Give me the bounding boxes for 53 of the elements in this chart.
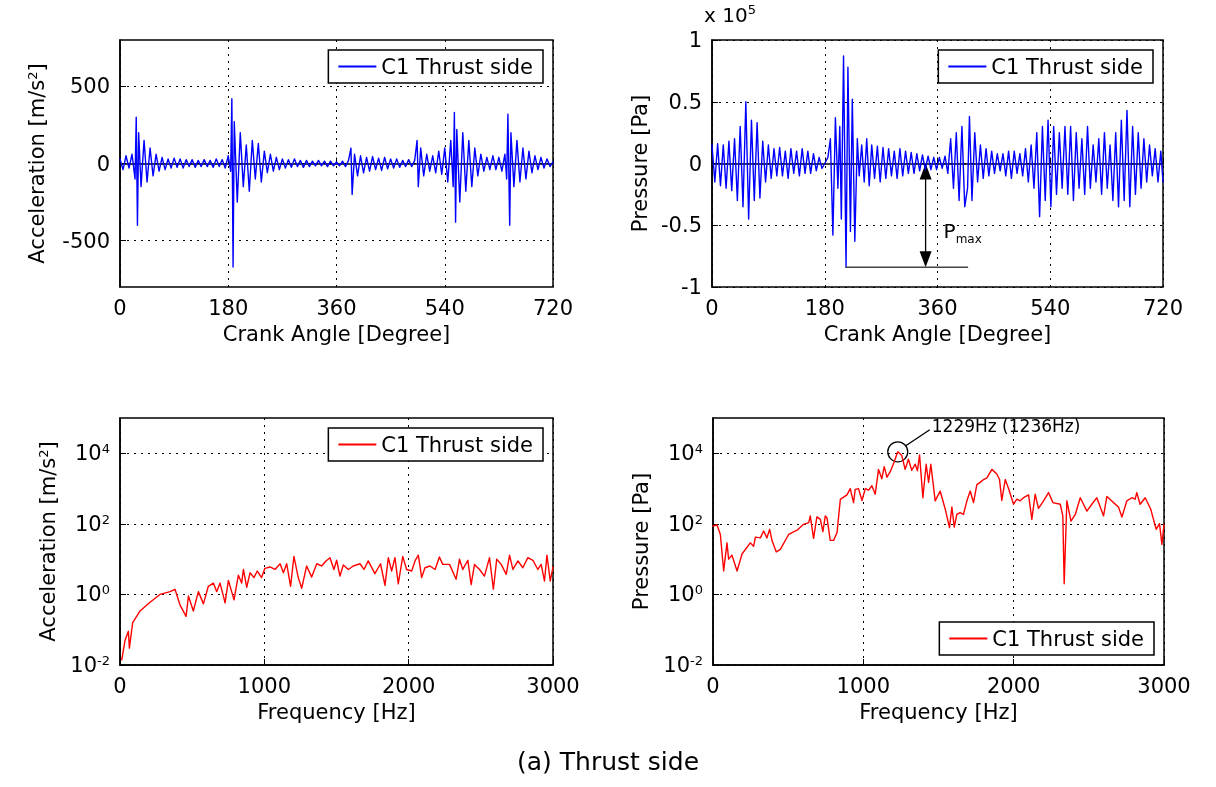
x-tick-label: 720 <box>1142 295 1184 320</box>
x-tick-label: 2000 <box>381 673 436 698</box>
y-tick-label: 500 <box>69 74 110 99</box>
x-axis-title: Frequency [Hz] <box>257 699 416 724</box>
x-tick-label: 540 <box>424 295 465 320</box>
x-axis-title: Crank Angle [Degree] <box>823 321 1052 346</box>
y-axis-title: Pressure [Pa] <box>628 472 653 611</box>
x-tick-label: 1000 <box>836 673 891 698</box>
x-tick-label: 2000 <box>986 673 1041 698</box>
annotation: P$_{max}$ <box>943 219 982 247</box>
y-tick-label: -0.5 <box>661 213 702 238</box>
x-tick-label: 720 <box>532 295 574 320</box>
x-tick-label: 0 <box>113 673 127 698</box>
legend-label: C1 Thrust side <box>381 54 533 79</box>
x-tick-label: 0 <box>706 673 720 698</box>
x-tick-label: 3000 <box>1137 673 1191 698</box>
x-tick-label: 1000 <box>237 673 292 698</box>
x-tick-label: 180 <box>804 295 845 320</box>
y-tick-label: 10$^{2}$ <box>667 511 703 536</box>
y-tick-label: 10$^{-2}$ <box>663 652 703 677</box>
x-tick-label: 0 <box>705 295 719 320</box>
y-tick-label: 10$^{4}$ <box>74 440 110 466</box>
x-tick-label: 3000 <box>526 673 580 698</box>
text: x 10$^{5}$ <box>704 2 756 27</box>
y-tick-label: 10$^{-2}$ <box>70 652 110 677</box>
line-series <box>121 554 554 661</box>
y-axis-title: Acceleration [m/s2] <box>35 441 60 642</box>
x-tick-label: 540 <box>1030 295 1071 320</box>
y-tick-label: 10$^{0}$ <box>667 581 703 607</box>
y-axis-title: Pressure [Pa] <box>627 94 652 233</box>
x-axis-title: Frequency [Hz] <box>859 699 1018 724</box>
line-series <box>119 97 554 268</box>
y-tick-label: 0 <box>96 151 110 176</box>
y-tick-label: 0.5 <box>668 89 702 114</box>
x-tick-label: 360 <box>917 295 958 320</box>
y-tick-label: 0 <box>688 151 702 176</box>
legend-label: C1 Thrust side <box>991 54 1143 79</box>
legend-label: C1 Thrust side <box>992 626 1144 651</box>
y-axis-title: Acceleration [m/s2] <box>24 63 49 264</box>
y-tick-label: 10$^{4}$ <box>667 440 703 466</box>
x-tick-label: 180 <box>208 295 249 320</box>
text: (a) Thrust side <box>517 747 700 776</box>
annotation: 1229Hz (1236Hz) <box>931 415 1081 436</box>
y-tick-label: 10$^{2}$ <box>74 511 110 536</box>
y-tick-label: 10$^{0}$ <box>74 581 110 607</box>
x-tick-label: 0 <box>113 295 127 320</box>
x-axis-title: Crank Angle [Degree] <box>222 321 451 346</box>
y-tick-label: -500 <box>62 228 110 253</box>
line-series <box>711 55 1164 268</box>
y-tick-label: 1 <box>688 28 702 52</box>
y-tick-label: -1 <box>681 275 702 299</box>
x-tick-label: 360 <box>316 295 357 320</box>
legend-label: C1 Thrust side <box>381 432 533 457</box>
